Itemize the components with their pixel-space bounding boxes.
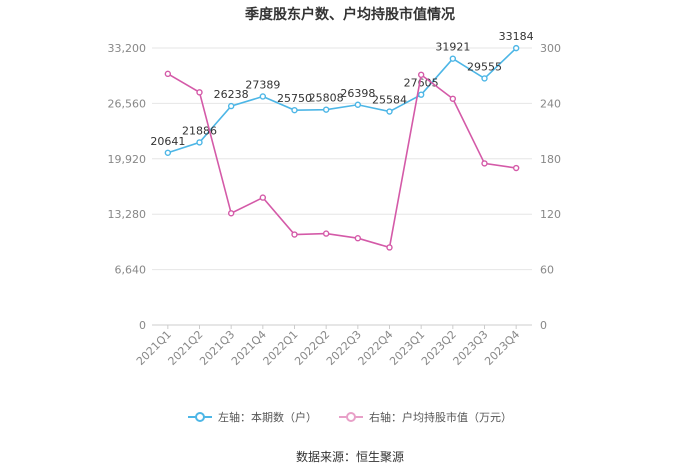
data-label: 29555 bbox=[467, 60, 502, 73]
legend-label-right: 右轴：户均持股市值（万元） bbox=[369, 411, 512, 424]
data-label: 27389 bbox=[245, 78, 280, 91]
x-tick-label: 2023Q4 bbox=[482, 328, 522, 368]
left-tick-label: 26,560 bbox=[108, 97, 147, 110]
data-label: 25808 bbox=[309, 92, 344, 105]
chart-title: 季度股东户数、户均持股市值情况 bbox=[245, 7, 455, 23]
data-point-right bbox=[227, 210, 235, 217]
data-source: 数据来源：恒生聚源 bbox=[295, 450, 404, 464]
data-label: 27605 bbox=[404, 77, 439, 90]
right-tick-label: 300 bbox=[540, 42, 561, 55]
data-point-right bbox=[322, 230, 330, 237]
data-point-left bbox=[417, 91, 425, 98]
data-point-left bbox=[386, 108, 393, 115]
data-point-right bbox=[481, 160, 488, 167]
left-tick-label: 19,920 bbox=[108, 153, 147, 166]
data-label: 26238 bbox=[214, 88, 249, 101]
data-label: 20641 bbox=[150, 135, 185, 148]
data-point-left bbox=[164, 149, 172, 156]
data-point-right bbox=[291, 231, 298, 238]
legend-swatch-left bbox=[188, 412, 212, 422]
right-tick-label: 0 bbox=[540, 319, 547, 332]
data-point-right bbox=[196, 89, 203, 96]
series-line-left bbox=[167, 47, 517, 154]
data-point-right bbox=[164, 70, 172, 78]
left-tick-label: 13,280 bbox=[108, 208, 147, 221]
data-point-right bbox=[417, 71, 425, 78]
left-tick-label: 6,640 bbox=[115, 264, 147, 277]
data-point-right bbox=[354, 235, 362, 242]
data-label: 33184 bbox=[499, 30, 534, 43]
data-point-left bbox=[259, 93, 267, 100]
data-point-left bbox=[227, 102, 235, 110]
data-label: 25584 bbox=[372, 94, 407, 107]
left-tick-label: 33,200 bbox=[108, 42, 147, 55]
data-point-left bbox=[512, 44, 520, 52]
data-label: 21886 bbox=[182, 124, 217, 137]
data-point-left bbox=[322, 106, 330, 113]
legend-swatch-right bbox=[339, 412, 363, 422]
data-point-left bbox=[291, 106, 298, 114]
data-label: 31921 bbox=[435, 41, 470, 54]
data-point-left bbox=[481, 75, 488, 82]
legend: 左轴：本期数（户） 右轴：户均持股市值（万元） bbox=[0, 409, 700, 425]
right-tick-label: 240 bbox=[540, 97, 561, 110]
right-tick-label: 60 bbox=[540, 264, 554, 277]
right-tick-label: 120 bbox=[540, 208, 561, 221]
data-point-right bbox=[512, 164, 520, 172]
data-point-right bbox=[386, 244, 393, 251]
data-label: 25750 bbox=[277, 92, 312, 105]
legend-item-left[interactable]: 左轴：本期数（户） bbox=[188, 409, 317, 425]
data-point-left bbox=[449, 55, 457, 62]
data-point-right bbox=[449, 95, 457, 102]
left-tick-label: 0 bbox=[139, 319, 146, 332]
legend-item-right[interactable]: 右轴：户均持股市值（万元） bbox=[339, 409, 512, 425]
data-point-left bbox=[196, 139, 203, 146]
data-label: 26398 bbox=[340, 87, 375, 100]
data-point-right bbox=[259, 194, 267, 201]
legend-label-left: 左轴：本期数（户） bbox=[218, 411, 317, 424]
series-line-right bbox=[167, 73, 517, 249]
right-tick-label: 180 bbox=[540, 153, 561, 166]
data-point-left bbox=[354, 101, 362, 108]
